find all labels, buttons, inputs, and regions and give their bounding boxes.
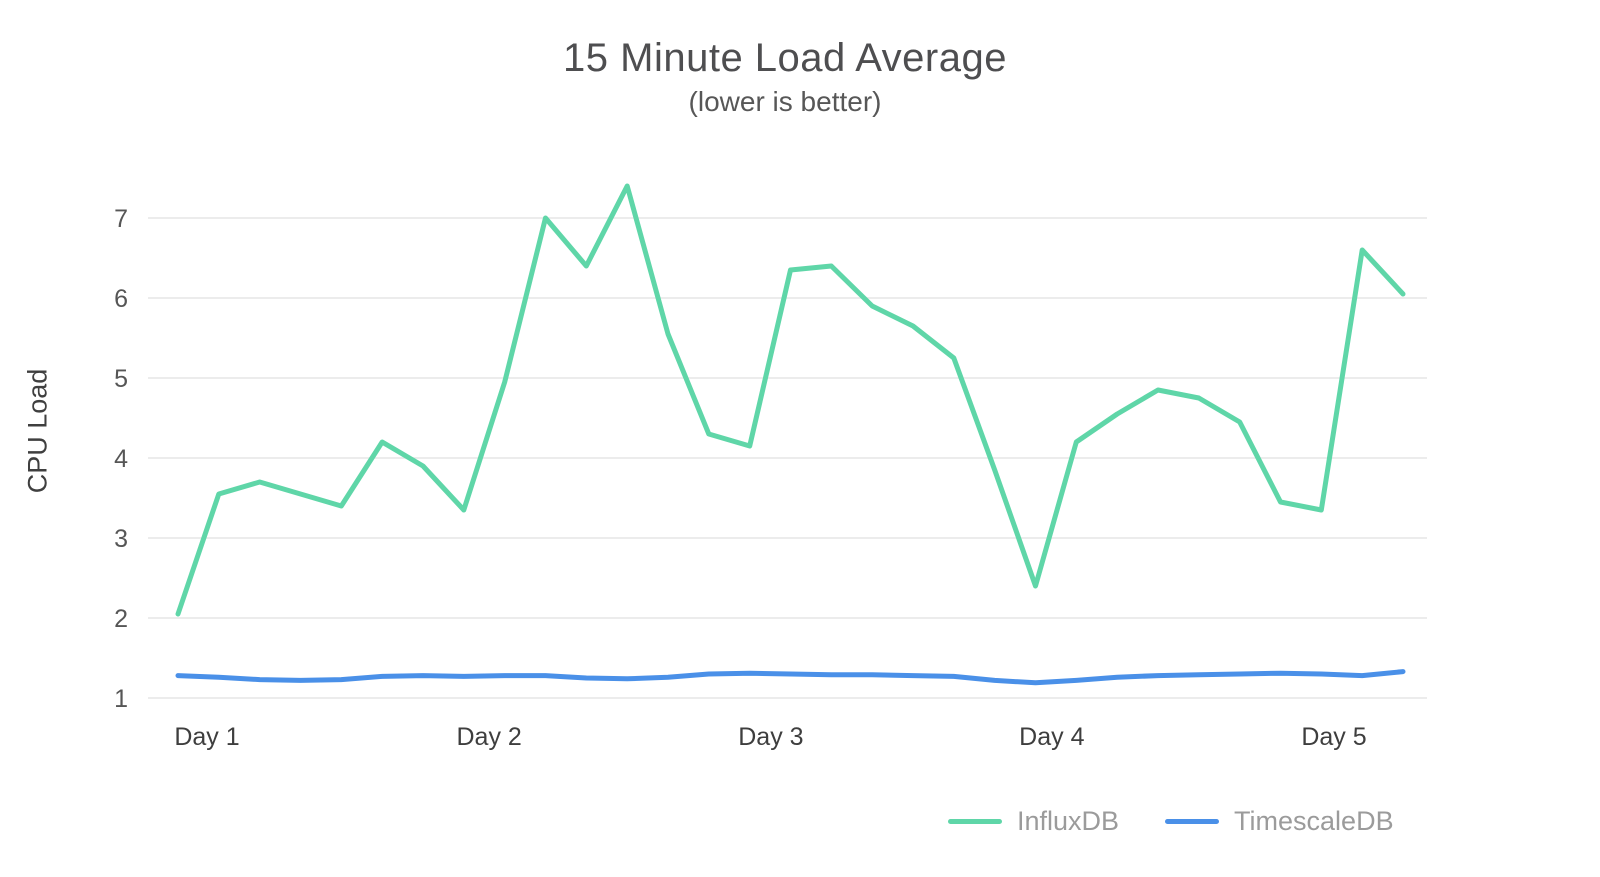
x-tick-label: Day 2 [456,723,521,751]
influxdb-legend-label: InfluxDB [1017,805,1120,836]
chart-title: 15 Minute Load Average [563,36,1007,80]
x-tick-label: Day 4 [1019,723,1084,751]
timescaledb-legend-label: TimescaleDB [1234,805,1394,836]
y-tick-label: 4 [114,445,128,473]
chart-legend: InfluxDB TimescaleDB [948,804,1394,838]
x-tick-label: Day 1 [174,723,239,751]
timescaledb-line [175,669,1406,686]
y-tick-label: 6 [114,285,128,313]
timescaledb-legend-swatch [1165,818,1220,824]
legend-item-influxdb: InfluxDB [948,806,1119,837]
y-tick-label: 5 [114,365,128,393]
influxdb-legend-swatch [948,818,1002,824]
chart-subtitle: (lower is better) [688,86,882,117]
y-tick-label: 3 [114,525,128,553]
y-tick-label: 7 [114,205,128,233]
legend-item-timescaledb: TimescaleDB [1165,806,1394,837]
y-tick-label: 1 [114,685,128,713]
x-tick-label: Day 5 [1301,723,1366,751]
x-tick-label: Day 3 [738,723,803,751]
y-tick-label: 2 [114,605,128,633]
influxdb-line [175,183,1406,617]
